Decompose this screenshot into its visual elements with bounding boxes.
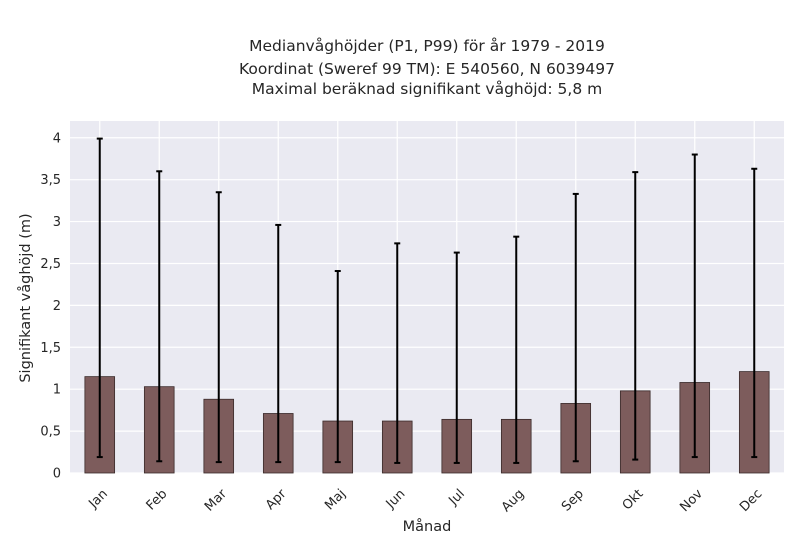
x-tick-label-dec: Dec (737, 487, 765, 515)
x-axis-ticks: Jan Feb Mar Apr Maj Jun Jul Aug Sep Okt Nov Dec (85, 486, 765, 515)
x-tick-label-nov: Nov (677, 486, 706, 515)
title-line-2: Koordinat (Sweref 99 TM): E 540560, N 60… (239, 60, 615, 78)
error-bar-dec (751, 167, 758, 459)
title-line-1: Medianvåghöjder (P1, P99) för år 1979 - … (249, 37, 605, 55)
y-tick-label: 3 (53, 215, 61, 230)
x-tick-label-okt: Okt (620, 487, 647, 514)
x-axis-label: Månad (403, 518, 452, 535)
error-bar-maj (334, 270, 341, 464)
x-tick-label-sep: Sep (559, 487, 587, 515)
y-axis-ticks: 0 0,5 1 1,5 2 2,5 3 3,5 4 (40, 131, 61, 481)
x-tick-label-maj: Maj (322, 487, 349, 514)
x-tick-label-feb: Feb (144, 487, 171, 514)
plot-area (70, 121, 784, 473)
x-tick-label-jan: Jan (85, 487, 110, 512)
y-tick-label: 4 (53, 131, 61, 146)
error-bar-mar (215, 191, 222, 464)
y-tick-label: 1 (53, 383, 61, 398)
error-bars (96, 137, 758, 464)
error-bar-jan (96, 137, 103, 459)
chart-title: Medianvåghöjder (P1, P99) för år 1979 - … (239, 37, 615, 98)
x-tick-label-aug: Aug (499, 487, 528, 516)
y-axis-label: Signifikant våghöjd (m) (17, 213, 34, 382)
y-tick-label: 1,5 (40, 341, 61, 356)
x-tick-label-mar: Mar (202, 486, 230, 514)
error-bar-okt (632, 171, 639, 461)
error-bar-sep (572, 192, 579, 463)
error-bar-feb (156, 170, 163, 463)
title-line-3: Maximal beräknad signifikant våghöjd: 5,… (252, 80, 602, 98)
y-tick-label: 2,5 (40, 257, 61, 272)
error-bar-aug (513, 235, 520, 464)
y-tick-label: 0,5 (40, 425, 61, 440)
y-tick-label: 3,5 (40, 173, 61, 188)
error-bar-jun (394, 242, 401, 464)
error-bar-apr (275, 223, 282, 464)
x-tick-label-jun: Jun (383, 487, 409, 513)
y-tick-label: 0 (53, 467, 61, 482)
x-tick-label-apr: Apr (263, 486, 290, 513)
error-bar-jul (453, 251, 460, 464)
y-tick-label: 2 (53, 299, 61, 314)
x-tick-label-jul: Jul (446, 487, 468, 509)
error-bar-nov (691, 153, 698, 459)
